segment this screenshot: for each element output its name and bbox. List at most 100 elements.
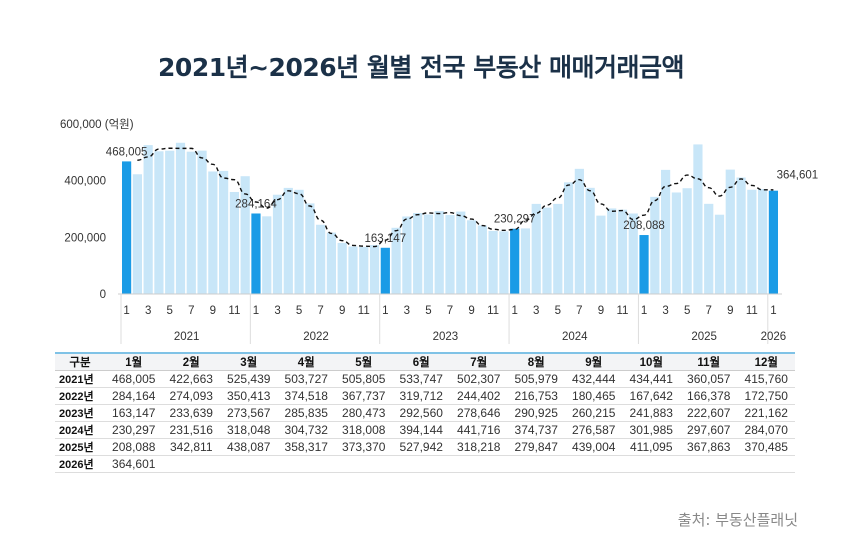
y-axis-unit-label: 600,000 (억원) bbox=[60, 117, 134, 131]
bar-2024-11 bbox=[617, 209, 628, 294]
bar-2025-4 bbox=[671, 192, 681, 294]
bar-2024-6 bbox=[563, 182, 574, 294]
month-tick-label: 9 bbox=[598, 305, 604, 317]
data-label-2024: 230,297 bbox=[494, 214, 536, 226]
bar-2023-9 bbox=[466, 220, 477, 294]
bar-2023-12 bbox=[499, 231, 509, 294]
data-label-2025: 208,088 bbox=[623, 220, 665, 232]
month-tick-label: 7 bbox=[188, 305, 194, 317]
y-tick-label: 0 bbox=[100, 289, 106, 301]
bar-2022-6 bbox=[305, 203, 315, 294]
month-tick-label: 9 bbox=[339, 305, 345, 317]
bar-2024-8 bbox=[585, 187, 595, 294]
bar-2022-12 bbox=[369, 245, 380, 294]
month-tick-label: 9 bbox=[468, 305, 474, 317]
bar-2021-1 bbox=[122, 161, 132, 294]
data-label-2026: 364,601 bbox=[777, 170, 819, 182]
bar-2021-11 bbox=[229, 191, 239, 294]
bar-2021-7 bbox=[186, 151, 196, 294]
year-label: 2023 bbox=[433, 331, 459, 343]
table-row: 2023년 163,147 233,639 273,567 285,835 280,473… bbox=[55, 404, 795, 422]
table-cell: 360,057 bbox=[680, 370, 738, 388]
table-cell: 284,164 bbox=[105, 387, 163, 405]
bar-2023-5 bbox=[423, 214, 434, 294]
table-cell: 374,737 bbox=[507, 421, 565, 439]
table-cell: 166,378 bbox=[680, 387, 738, 405]
month-tick-label: 11 bbox=[617, 305, 629, 317]
table-cell: 284,070 bbox=[737, 421, 795, 439]
bar-2023-8 bbox=[456, 211, 466, 294]
bar-2025-3 bbox=[661, 169, 671, 294]
table-row: 2021년 468,005 422,663 525,439 503,727 505,805… bbox=[55, 370, 795, 388]
bar-2024-10 bbox=[607, 208, 617, 294]
bar-2024-2 bbox=[520, 228, 531, 294]
bar-2025-8 bbox=[714, 214, 725, 294]
table-cell: 373,370 bbox=[335, 438, 393, 456]
row-year-cell: 2024년 bbox=[55, 421, 105, 439]
bar-2023-4 bbox=[413, 213, 423, 294]
table-cell: 468,005 bbox=[105, 370, 163, 388]
bar-2023-1 bbox=[380, 247, 390, 294]
table-body: 2021년 468,005 422,663 525,439 503,727 505,805… bbox=[55, 370, 795, 473]
column-header: 4월 bbox=[277, 352, 335, 371]
table-cell bbox=[565, 455, 623, 473]
table-cell bbox=[392, 455, 450, 473]
table-cell bbox=[680, 455, 738, 473]
bar-2025-5 bbox=[682, 188, 692, 294]
y-tick-label: 400,000 bbox=[64, 176, 106, 188]
table-cell: 244,402 bbox=[450, 387, 508, 405]
bar-2023-10 bbox=[477, 225, 487, 294]
data-label-2023: 163,147 bbox=[365, 233, 407, 245]
month-tick-label: 7 bbox=[576, 305, 582, 317]
table-cell: 367,737 bbox=[335, 387, 393, 405]
data-label-2022: 284,164 bbox=[235, 198, 277, 210]
table-cell: 533,747 bbox=[392, 370, 450, 388]
bar-2021-4 bbox=[154, 151, 164, 294]
table-cell: 438,087 bbox=[220, 438, 278, 456]
month-tick-label: 7 bbox=[447, 305, 453, 317]
table-cell: 241,883 bbox=[622, 404, 680, 422]
table-cell: 167,642 bbox=[622, 387, 680, 405]
bar-2024-12 bbox=[628, 213, 638, 294]
column-header: 1월 bbox=[105, 352, 163, 371]
table-cell: 276,587 bbox=[565, 421, 623, 439]
row-year-cell: 2022년 bbox=[55, 387, 105, 405]
table-cell: 374,518 bbox=[277, 387, 335, 405]
table-cell: 505,979 bbox=[507, 370, 565, 388]
bar-2022-2 bbox=[262, 216, 272, 294]
table-cell: 350,413 bbox=[220, 387, 278, 405]
bar-2022-7 bbox=[316, 224, 326, 294]
bar-2023-2 bbox=[391, 227, 401, 294]
column-header: 2월 bbox=[162, 352, 220, 371]
column-header: 9월 bbox=[565, 352, 623, 371]
table-cell: 278,646 bbox=[450, 404, 508, 422]
table-cell: 441,716 bbox=[450, 421, 508, 439]
table-cell: 230,297 bbox=[105, 421, 163, 439]
bar-2025-10 bbox=[736, 177, 746, 294]
table-cell: 260,215 bbox=[565, 404, 623, 422]
bar-2021-2 bbox=[132, 174, 142, 294]
month-tick-label: 11 bbox=[228, 305, 240, 317]
bar-2022-10 bbox=[348, 246, 358, 294]
month-tick-label: 3 bbox=[404, 305, 410, 317]
month-tick-label: 9 bbox=[210, 305, 216, 317]
table-cell: 172,750 bbox=[737, 387, 795, 405]
table-cell: 319,712 bbox=[392, 387, 450, 405]
bar-2022-8 bbox=[326, 232, 337, 294]
bar-2025-2 bbox=[650, 196, 660, 294]
year-label: 2025 bbox=[691, 331, 717, 343]
table-row: 2026년 364,601 bbox=[55, 455, 795, 473]
year-label: 2022 bbox=[303, 331, 329, 343]
table-cell: 318,218 bbox=[450, 438, 508, 456]
table-cell bbox=[507, 455, 565, 473]
table-cell: 422,663 bbox=[162, 370, 220, 388]
month-tick-label: 7 bbox=[317, 305, 323, 317]
row-year-cell: 2021년 bbox=[55, 370, 105, 388]
month-tick-label: 5 bbox=[296, 305, 302, 317]
table-cell: 434,441 bbox=[622, 370, 680, 388]
table-cell: 318,048 bbox=[220, 421, 278, 439]
table-cell: 297,607 bbox=[680, 421, 738, 439]
month-tick-label: 1 bbox=[770, 305, 776, 317]
table-row: 2024년 230,297 231,516 318,048 304,732 318,008… bbox=[55, 421, 795, 439]
table-cell bbox=[220, 455, 278, 473]
